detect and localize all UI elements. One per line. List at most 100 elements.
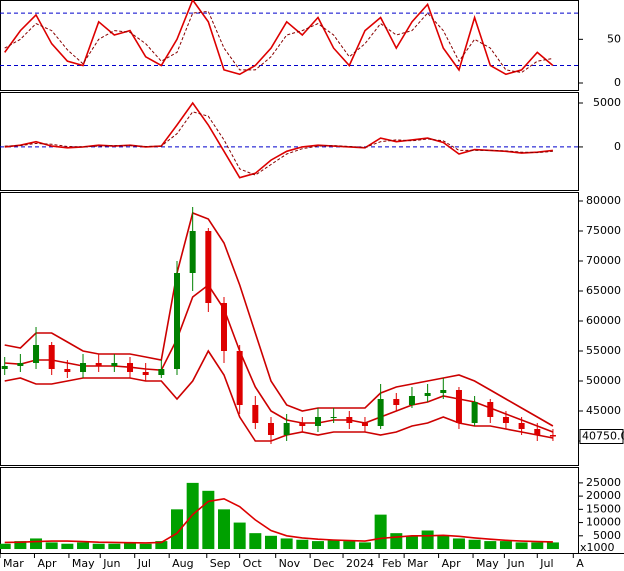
volume-bar — [77, 542, 90, 550]
candle-body — [48, 345, 55, 369]
candle-body — [549, 435, 556, 437]
candle-body — [330, 417, 337, 418]
y-tick-label: 50000 — [586, 374, 621, 387]
volume-bar — [374, 514, 387, 550]
volume-bar — [0, 543, 11, 550]
unit-label: x1000 — [580, 541, 615, 554]
candle-body — [220, 303, 227, 351]
y-tick-label: 0 — [614, 140, 621, 153]
volume-bar — [452, 538, 465, 550]
x-tick-label: Oct — [243, 557, 263, 570]
volume-bar — [515, 542, 528, 550]
candle-body — [205, 231, 212, 303]
volume-bar — [233, 522, 246, 550]
candle-body — [283, 423, 290, 435]
candle-body — [471, 402, 478, 423]
y-tick-label: 70000 — [586, 254, 621, 267]
candle-body — [267, 423, 274, 435]
y-tick-label: 25000 — [586, 476, 621, 489]
volume-bar — [45, 542, 58, 550]
candle-body — [127, 363, 134, 372]
x-tick-label: Sep — [210, 557, 231, 570]
candle-body — [502, 417, 509, 423]
series-line — [4, 349, 554, 442]
series-line — [4, 10, 553, 74]
x-tick-label: May — [476, 557, 499, 570]
candle-body — [424, 393, 431, 396]
volume-bar — [343, 541, 356, 550]
candle-body — [299, 423, 306, 426]
panel-frame — [0, 0, 579, 91]
candle-body — [236, 351, 243, 405]
y-tick-label: 80000 — [586, 194, 621, 207]
candle-body — [33, 345, 40, 363]
panel-frame — [0, 92, 579, 191]
candle-body — [455, 390, 462, 423]
last-price-box — [579, 429, 624, 444]
volume-bar — [202, 490, 215, 550]
volume-bar — [155, 541, 168, 550]
y-tick-label: 15000 — [586, 502, 621, 515]
series-line — [4, 0, 554, 76]
volume-bar — [546, 542, 559, 550]
candle-body — [142, 372, 149, 375]
candle-body — [174, 273, 181, 369]
volume-bar — [124, 542, 137, 550]
x-tick-label: Jun — [102, 557, 120, 570]
volume-bar — [405, 535, 418, 550]
volume-bar — [311, 541, 324, 550]
volume-bar — [390, 533, 403, 550]
y-tick-label: 5000 — [593, 96, 621, 109]
volume-bar — [468, 539, 481, 550]
volume-bar — [186, 482, 199, 550]
x-tick-label: Jun — [506, 557, 524, 570]
panel-frame — [0, 192, 579, 466]
candle-body — [95, 363, 102, 366]
candle-body — [1, 366, 8, 369]
volume-bar — [499, 541, 512, 550]
volume-bar — [358, 542, 371, 550]
x-tick-label: A — [576, 557, 584, 570]
candle-body — [111, 363, 118, 366]
candle-body — [361, 423, 368, 426]
x-tick-label: Apr — [442, 557, 462, 570]
y-tick-label: 0 — [614, 76, 621, 89]
candle-body — [377, 399, 384, 426]
y-tick-label: 55000 — [586, 344, 621, 357]
volume-bar — [531, 542, 544, 550]
volume-bar — [421, 530, 434, 550]
y-tick-label: 5000 — [593, 529, 621, 542]
volume-bar — [217, 509, 230, 550]
volume-bar — [139, 543, 152, 550]
y-tick-label: 20000 — [586, 489, 621, 502]
series-line — [4, 497, 553, 544]
x-tick-label: Nov — [279, 557, 301, 570]
volume-bar — [249, 533, 262, 550]
candle-body — [440, 390, 447, 393]
candle-body — [393, 399, 400, 405]
volume-bar — [296, 539, 309, 550]
y-tick-label: 75000 — [586, 224, 621, 237]
volume-bar — [437, 535, 450, 550]
candle-body — [534, 429, 541, 435]
candle-body — [64, 369, 71, 372]
volume-bar — [484, 541, 497, 550]
y-tick-label: 45000 — [586, 404, 621, 417]
x-tick-label: Mar — [3, 557, 24, 570]
series-line — [4, 111, 553, 176]
candle-body — [346, 417, 353, 423]
volume-bar — [264, 535, 277, 550]
y-tick-label: 50 — [607, 32, 621, 45]
x-tick-label: Apr — [37, 557, 57, 570]
y-tick-label: 60000 — [586, 314, 621, 327]
candle-body — [487, 402, 494, 417]
volume-bar — [30, 538, 43, 550]
x-tick-label: Jul — [137, 557, 151, 570]
x-tick-label: Feb — [382, 557, 401, 570]
x-tick-label: Jul — [539, 557, 553, 570]
candle-body — [80, 363, 87, 372]
volume-bar — [14, 541, 27, 550]
candle-body — [158, 369, 165, 375]
volume-bar — [92, 543, 105, 550]
